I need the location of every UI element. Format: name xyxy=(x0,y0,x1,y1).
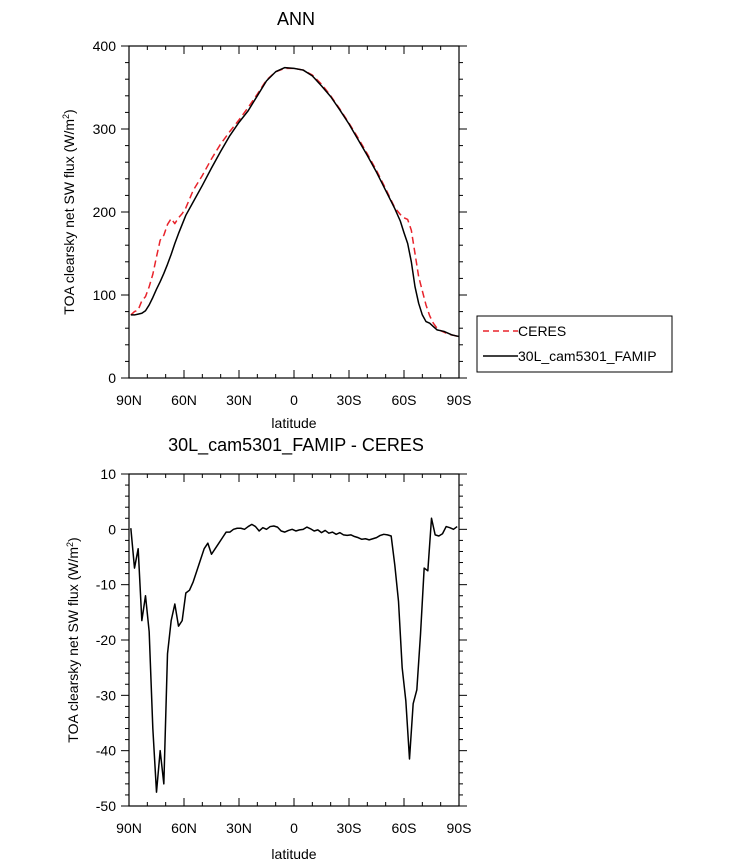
bottom-chart-panel: 30L_cam5301_FAMIP - CERES 90N 60N 30N 0 30S 6… xyxy=(65,435,471,862)
top-plot-frame xyxy=(128,45,460,379)
top-x-tick-label: 90S xyxy=(447,392,472,408)
legend-entry-model: 30L_cam5301_FAMIP xyxy=(518,348,657,364)
top-x-tick-label: 90N xyxy=(116,392,142,408)
bottom-x-tick-label: 90N xyxy=(116,820,142,836)
top-x-tick-label: 0 xyxy=(290,392,298,408)
bottom-x-tick-label: 30S xyxy=(337,820,362,836)
legend-entry-ceres: CERES xyxy=(518,323,566,339)
top-x-tick-label: 30N xyxy=(226,392,252,408)
bottom-y-tick-label: -30 xyxy=(96,687,116,703)
bottom-x-axis-label: latitude xyxy=(271,846,316,862)
bottom-chart-tick-labels: 90N 60N 30N 0 30S 60S 90S -50 -40 -30 -20 -10 0 10 xyxy=(96,466,472,836)
top-y-tick-label: 400 xyxy=(93,38,117,54)
top-chart-series xyxy=(130,66,460,339)
bottom-y-tick-label: 0 xyxy=(108,521,116,537)
top-y-tick-label: 0 xyxy=(108,370,116,386)
top-y-axis-label-tail: ) xyxy=(61,109,77,114)
bottom-y-axis-label-sup: 2 xyxy=(65,542,75,547)
top-y-tick-label: 200 xyxy=(93,204,117,220)
top-y-axis-label-main: TOA clearsky net SW flux (W/m xyxy=(61,119,77,315)
bottom-x-tick-label: 30N xyxy=(226,820,252,836)
bottom-chart-title: 30L_cam5301_FAMIP - CERES xyxy=(168,435,424,456)
legend-box xyxy=(476,315,673,373)
top-chart-panel: ANN 90N 60N 30N 0 30S 60S 90S 0 100 200 300 400 lat… xyxy=(61,9,471,431)
bottom-chart-ticks xyxy=(121,473,467,807)
top-chart-title: ANN xyxy=(277,9,315,29)
top-x-tick-label: 60N xyxy=(171,392,197,408)
bottom-y-axis-label: TOA clearsky net SW flux (W/m2) xyxy=(65,537,81,742)
bottom-y-axis-label-tail: ) xyxy=(65,537,81,542)
legend: CERES 30L_cam5301_FAMIP xyxy=(476,315,673,373)
bottom-y-tick-label: -10 xyxy=(96,577,116,593)
top-y-tick-label: 100 xyxy=(93,287,117,303)
top-y-tick-label: 300 xyxy=(93,121,117,137)
top-chart-tick-labels: 90N 60N 30N 0 30S 60S 90S 0 100 200 300 400 xyxy=(93,38,472,408)
top-x-axis-label: latitude xyxy=(271,415,316,431)
bottom-x-tick-label: 90S xyxy=(447,820,472,836)
top-series-line-0 xyxy=(130,67,460,339)
bottom-x-tick-label: 60S xyxy=(392,820,417,836)
top-series-line-1 xyxy=(130,66,460,338)
bottom-y-tick-label: -40 xyxy=(96,743,116,759)
bottom-y-tick-label: -20 xyxy=(96,632,116,648)
bottom-plot-frame xyxy=(128,473,460,807)
top-y-axis-label-sup: 2 xyxy=(61,114,71,119)
bottom-y-tick-label: 10 xyxy=(100,466,116,482)
bottom-x-tick-label: 60N xyxy=(171,820,197,836)
top-y-axis-label: TOA clearsky net SW flux (W/m2) xyxy=(61,109,77,314)
top-x-tick-label: 60S xyxy=(392,392,417,408)
bottom-y-tick-label: -50 xyxy=(96,798,116,814)
bottom-series-line-0 xyxy=(130,517,458,793)
bottom-chart-series xyxy=(130,517,458,793)
top-chart-ticks xyxy=(121,45,467,379)
bottom-y-axis-label-main: TOA clearsky net SW flux (W/m xyxy=(65,547,81,743)
top-x-tick-label: 30S xyxy=(337,392,362,408)
bottom-x-tick-label: 0 xyxy=(290,820,298,836)
